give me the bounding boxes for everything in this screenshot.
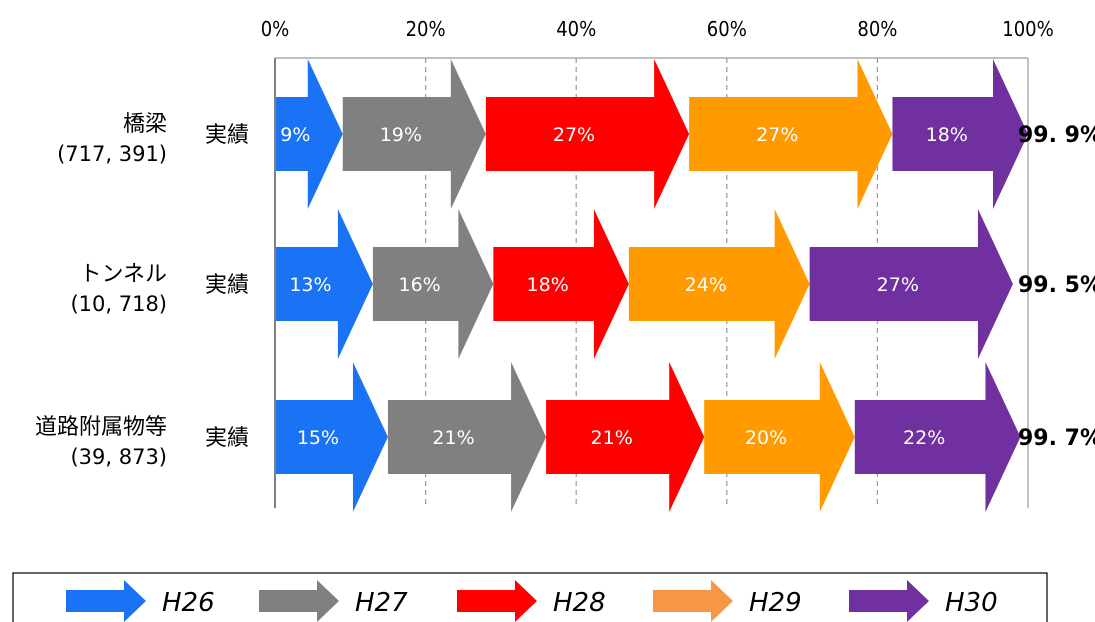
arrow-segment-h28	[485, 59, 690, 209]
arrow-segment-h29	[704, 362, 855, 512]
x-tick-label: 0%	[261, 17, 290, 41]
x-tick-label: 60%	[707, 17, 747, 41]
arrow-segment-h30	[854, 362, 1021, 512]
segment-label: 16%	[399, 274, 441, 296]
legend-arrow-h30	[849, 580, 929, 622]
row-total: 99. 5%	[1018, 273, 1095, 298]
row-type-label: 実績	[205, 273, 249, 298]
legend-label: H29	[749, 588, 802, 618]
x-tick-label: 80%	[857, 17, 897, 41]
segment-label: 15%	[297, 427, 339, 449]
segment-label: 21%	[591, 427, 633, 449]
arrow-segment-h27	[372, 209, 494, 359]
segment-label: 19%	[380, 124, 422, 146]
row-total: 99. 7%	[1018, 426, 1095, 451]
arrow-segment-h29	[628, 209, 810, 359]
segment-label: 21%	[432, 427, 474, 449]
arrow-segment-h29	[689, 59, 893, 209]
arrow-segment-h30	[892, 59, 1028, 209]
segment-label: 20%	[745, 427, 787, 449]
arrow-segment-h26	[275, 59, 343, 209]
row-name: トンネル	[79, 262, 167, 287]
legend-label: H26	[162, 588, 215, 618]
x-tick-label: 100%	[1002, 17, 1053, 41]
segment-label: 13%	[289, 274, 331, 296]
row-total: 99. 9%	[1018, 123, 1095, 148]
arrow-segment-h26	[275, 209, 373, 359]
arrow-segment-h27	[342, 59, 486, 209]
legend-label: H30	[945, 588, 998, 618]
segment-label: 18%	[527, 274, 569, 296]
segment-label: 27%	[553, 124, 595, 146]
legend-label: H27	[355, 588, 408, 618]
row-count: (717, 391)	[57, 142, 167, 166]
row-name: 橋梁	[123, 112, 167, 137]
arrow-segment-h26	[275, 362, 388, 512]
legend-arrow-h27	[259, 580, 339, 622]
segment-label: 18%	[926, 124, 968, 146]
row-count: (10, 718)	[70, 292, 167, 316]
segment-label: 27%	[877, 274, 919, 296]
x-tick-label: 20%	[406, 17, 446, 41]
segment-label: 9%	[280, 124, 310, 146]
row-count: (39, 873)	[70, 445, 167, 469]
arrow-segment-h30	[809, 209, 1013, 359]
arrow-segment-h27	[387, 362, 547, 512]
legend-arrow-h28	[457, 580, 537, 622]
row-name: 道路附属物等	[35, 415, 167, 440]
segment-label: 27%	[756, 124, 798, 146]
legend-label: H28	[553, 588, 606, 618]
segment-label: 24%	[685, 274, 727, 296]
row-type-label: 実績	[205, 123, 249, 148]
segment-label: 22%	[903, 427, 945, 449]
arrow-segment-h28	[546, 362, 705, 512]
legend-arrow-h26	[66, 580, 146, 622]
arrow-segment-h28	[493, 209, 629, 359]
row-type-label: 実績	[205, 426, 249, 451]
x-tick-label: 40%	[556, 17, 596, 41]
legend-arrow-h29	[653, 580, 733, 622]
